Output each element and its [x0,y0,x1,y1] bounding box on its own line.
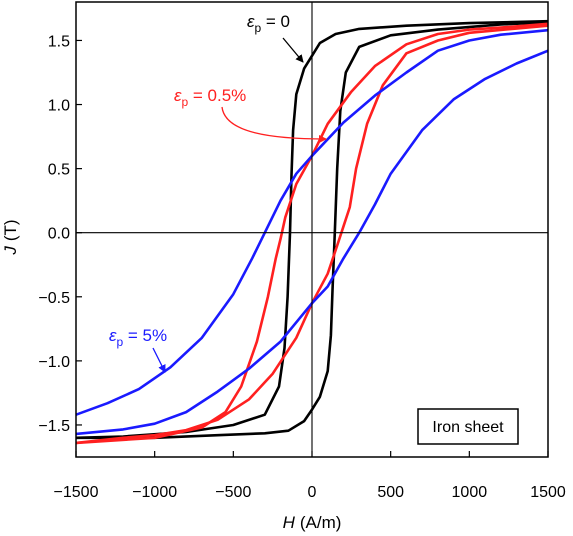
series-eps05-upper-branch [76,22,548,445]
y-tick-label: 0.5 [48,162,70,179]
svg-text:εp = 0: εp = 0 [247,12,290,35]
ann-eps0-arrow [282,37,304,63]
y-tick-label: 0.0 [48,226,70,243]
ann-eps5-arrow [152,347,166,373]
y-tick-label: −1.0 [38,354,70,371]
ticks [75,39,549,457]
ann-eps0-sub: p [254,21,261,35]
y-tick-label: 1.0 [48,98,70,115]
ann-eps5-sym: ε [109,326,117,345]
x-tick-label: 1500 [530,484,566,501]
ann-eps5-rest: = 5% [123,326,167,345]
ann-eps05-sym: ε [174,86,182,105]
svg-text:εp = 5%: εp = 5% [109,326,167,349]
y-axis-var: J [1,246,20,256]
y-tick-label: −0.5 [38,290,70,307]
series-eps0-lower-branch [76,21,548,440]
x-tick-label: −1000 [132,484,177,501]
y-axis-title: J (T) [1,219,20,255]
tick-labels: −1500 −1000 −500 0 500 1000 1500 −1.5 −1.0 −0.5 0.… [38,33,565,501]
ann-eps5-sub: p [116,335,123,349]
svg-text:εp = 0.5%: εp = 0.5% [174,86,246,109]
zero-lines [76,2,548,457]
annotation-eps05: εp = 0.5% [174,86,327,143]
x-tick-label: −1500 [54,484,99,501]
legend-box-frame [417,408,519,445]
y-tick-label: −1.5 [38,418,70,435]
ann-eps05-rest: = 0.5% [188,86,246,105]
ann-eps0-sym: ε [247,12,255,31]
ann-eps05-arrow [221,106,327,143]
annotation-eps0: εp = 0 [247,12,304,63]
x-tick-label: −500 [215,484,251,501]
annotation-eps5: εp = 5% [109,326,167,373]
legend-box: Iron sheet [417,408,519,445]
x-axis-unit: (A/m) [300,513,342,532]
x-tick-label: 500 [377,484,404,501]
legend-box-label: Iron sheet [432,419,504,436]
y-tick-label: 1.5 [48,33,70,50]
series-eps5-lower-branch [76,49,548,436]
series-eps0-upper-branch [76,19,548,440]
x-tick-label: 0 [308,484,317,501]
series-eps05-lower-branch [76,24,548,445]
y-axis-unit: (T) [1,219,20,241]
x-tick-label: 1000 [452,484,488,501]
series-layer [76,19,548,445]
x-axis-var: H [283,513,296,532]
ann-eps0-rest: = 0 [261,12,290,31]
x-axis-title: H (A/m) [283,513,342,532]
ann-eps05-sub: p [181,95,188,109]
